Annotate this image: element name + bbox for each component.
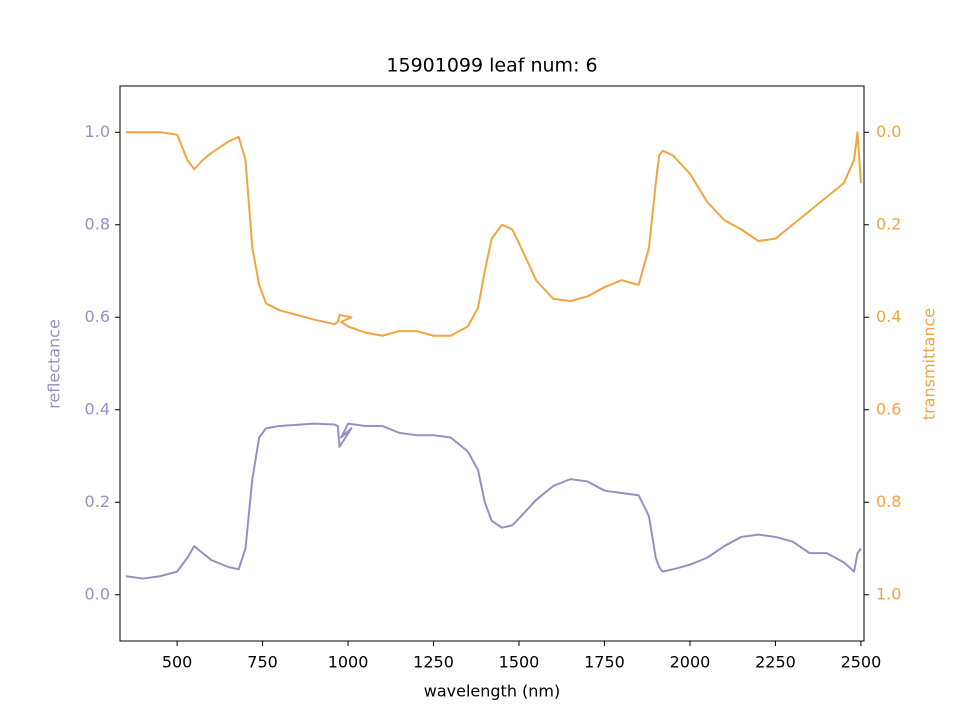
y2-tick-label: 0.4 bbox=[876, 307, 901, 326]
y-axis-label: reflectance bbox=[45, 319, 64, 409]
series-line bbox=[125, 422, 862, 580]
x-tick-label: 2000 bbox=[670, 653, 711, 672]
x-tick-label: 1250 bbox=[413, 653, 454, 672]
series-line bbox=[125, 131, 862, 337]
y-tick-label: 0.2 bbox=[85, 492, 110, 511]
x-axis-label: wavelength (nm) bbox=[424, 682, 561, 701]
y-tick-label: 1.0 bbox=[85, 122, 110, 141]
y2-tick-label: 0.8 bbox=[876, 492, 901, 511]
y2-tick-label: 1.0 bbox=[876, 584, 901, 603]
y-tick-label: 0.0 bbox=[85, 584, 110, 603]
y-tick-label: 0.6 bbox=[85, 307, 110, 326]
y2-tick-label: 0.6 bbox=[876, 399, 901, 418]
y-tick-label: 0.4 bbox=[85, 399, 110, 418]
y2-tick-label: 0.0 bbox=[876, 122, 901, 141]
chart-title: 15901099 leaf num: 6 bbox=[386, 55, 597, 77]
x-tick-label: 2250 bbox=[755, 653, 796, 672]
x-tick-label: 2500 bbox=[841, 653, 882, 672]
y2-axis-label: transmittance bbox=[920, 308, 939, 420]
x-tick-label: 1000 bbox=[328, 653, 369, 672]
y2-tick-label: 0.2 bbox=[876, 214, 901, 233]
plot-frame bbox=[119, 85, 865, 642]
y-tick-label: 0.8 bbox=[85, 214, 110, 233]
x-tick-label: 1500 bbox=[499, 653, 540, 672]
x-tick-label: 1750 bbox=[584, 653, 625, 672]
x-tick-label: 500 bbox=[162, 653, 193, 672]
x-tick-label: 750 bbox=[247, 653, 278, 672]
